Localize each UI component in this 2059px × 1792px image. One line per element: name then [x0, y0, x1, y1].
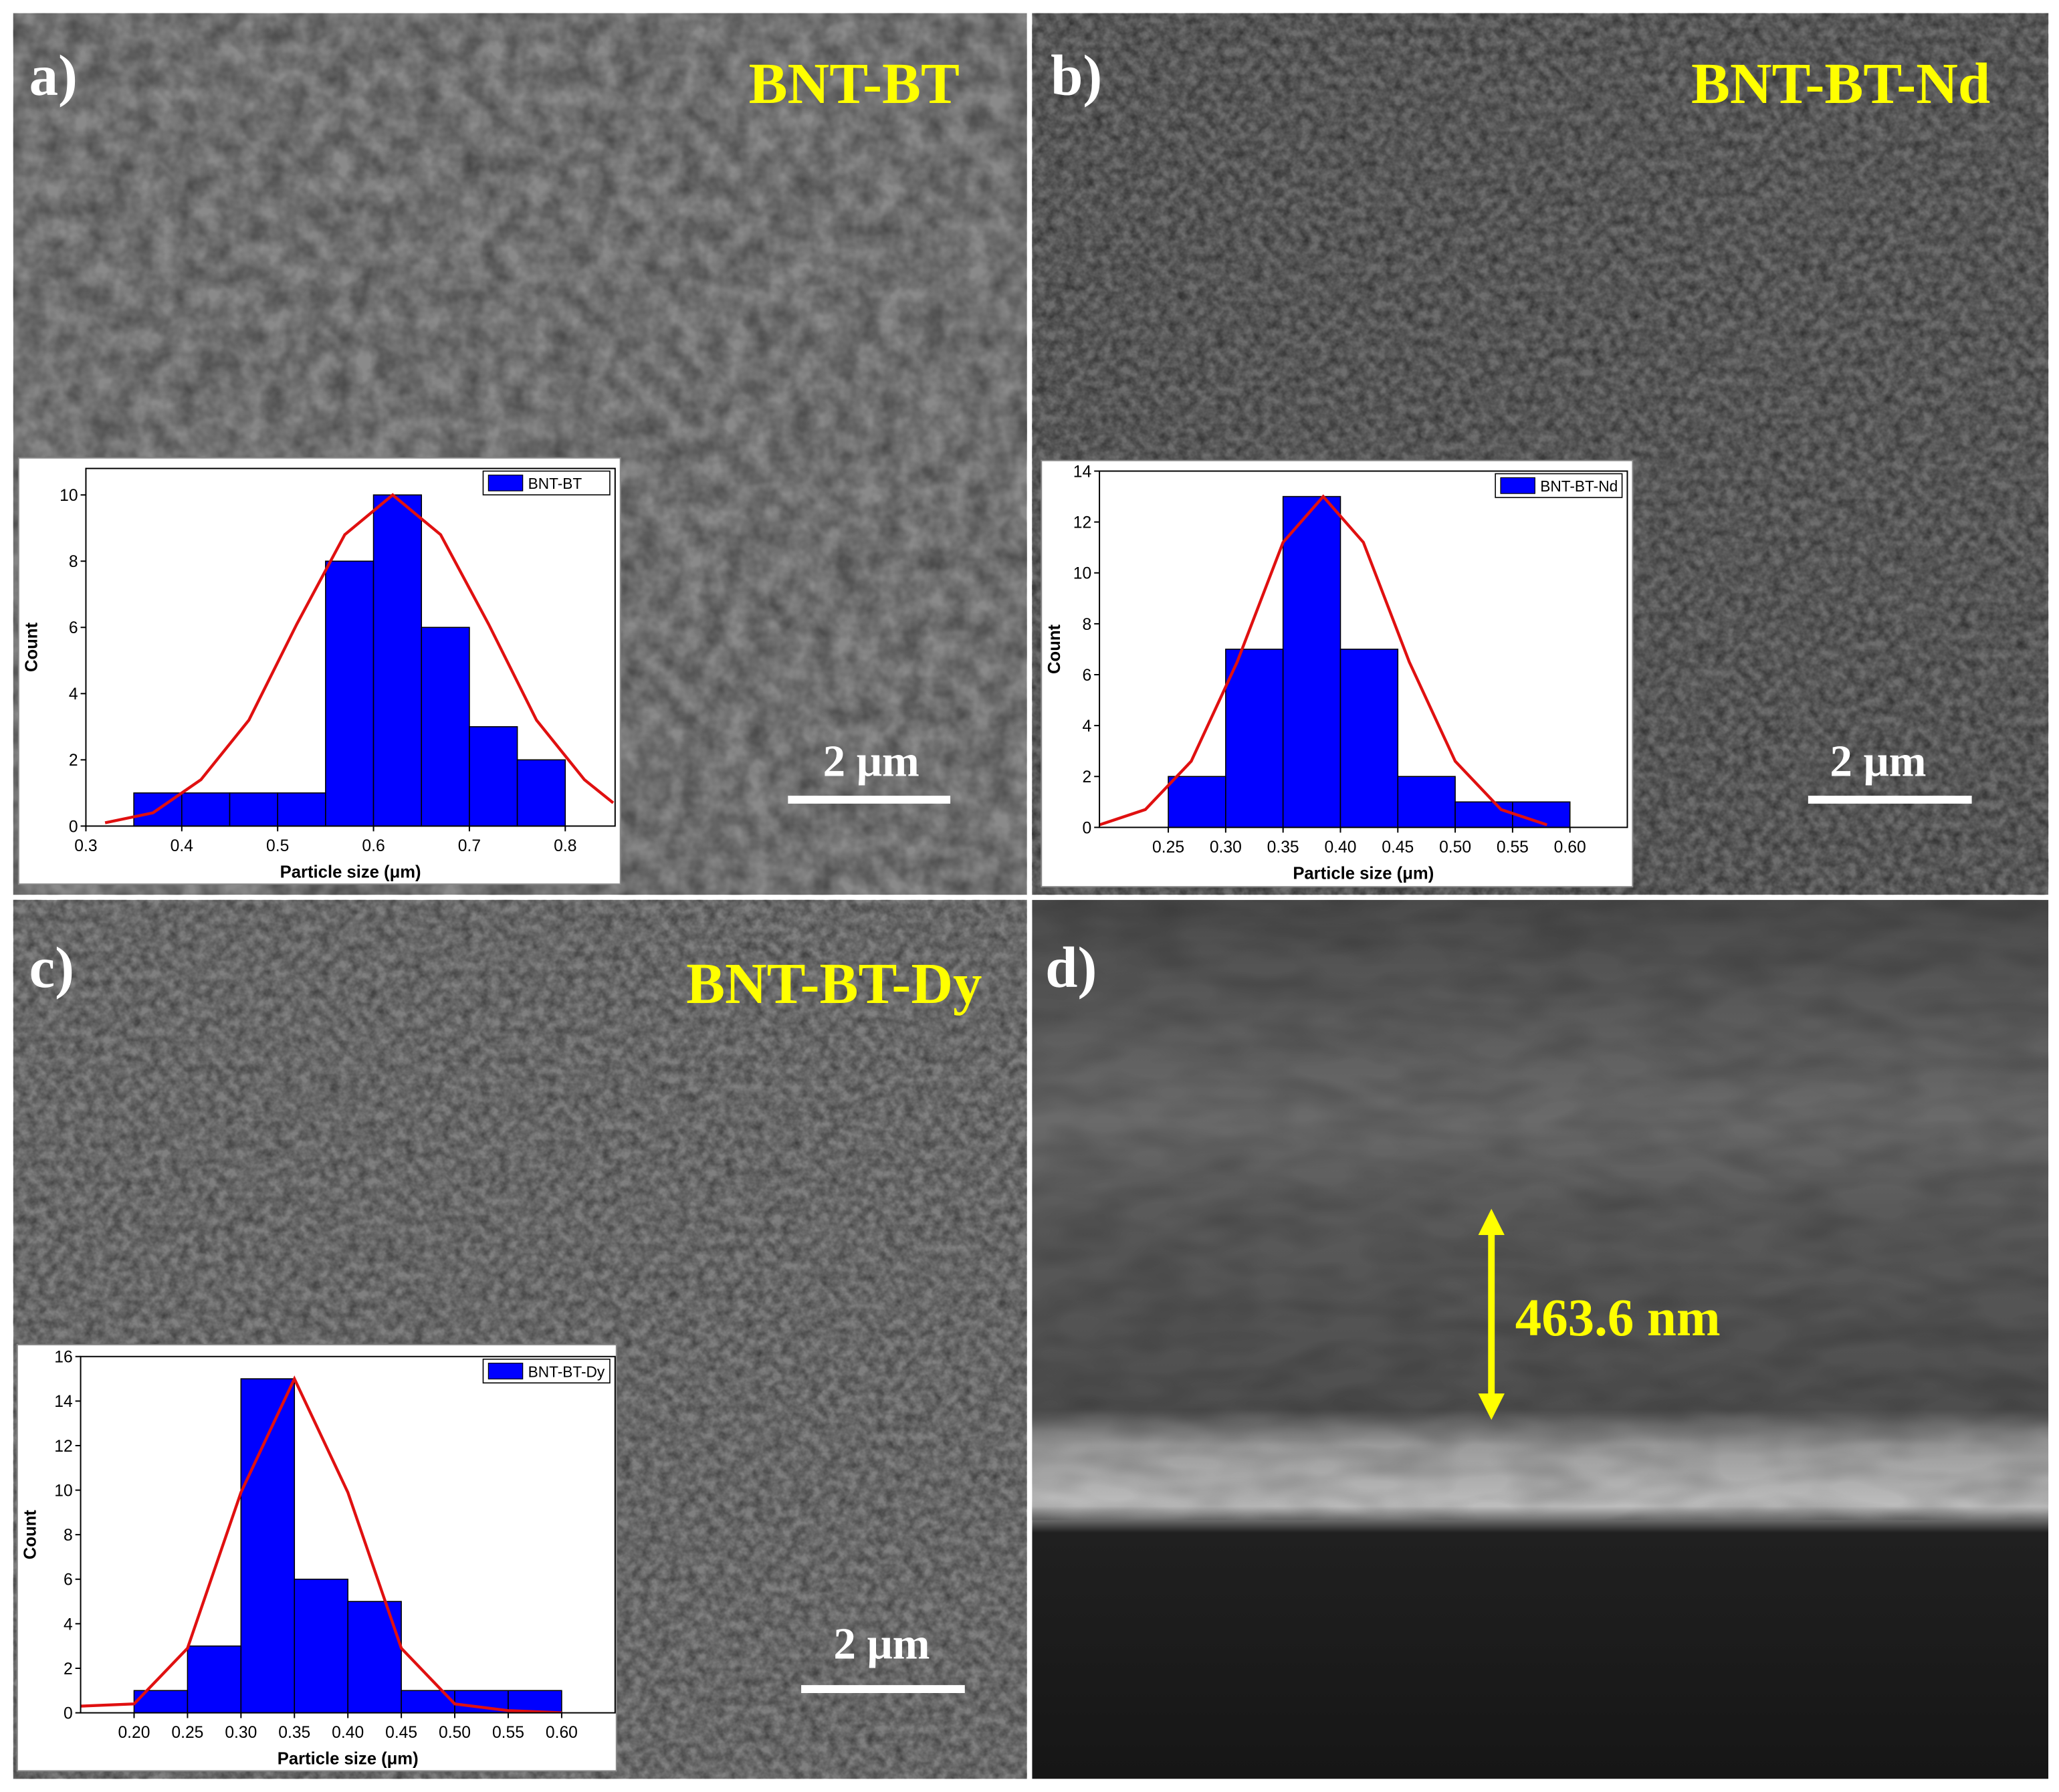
y-tick-label: 12 — [54, 1438, 72, 1456]
y-tick-label: 6 — [1083, 667, 1092, 685]
fit-curve — [80, 1375, 562, 1713]
panel-title: BNT-BT-Nd — [1691, 51, 1990, 116]
bar — [469, 726, 518, 827]
y-axis-title: Count — [22, 623, 41, 673]
y-tick-label: 16 — [54, 1349, 72, 1367]
bar — [1339, 649, 1399, 828]
x-tick-label: 0.30 — [225, 1724, 257, 1742]
y-tick-label: 12 — [1073, 514, 1091, 532]
legend-swatch — [1500, 477, 1535, 494]
bar — [347, 1601, 402, 1714]
bar — [1397, 776, 1456, 828]
y-tick-label: 8 — [69, 553, 78, 571]
x-tick-label: 0.40 — [1324, 838, 1356, 857]
panel-label: a) — [29, 43, 78, 108]
histogram-inset: 0.20 0.25 0.30 0.35 0.40 0.45 0.50 0.55 0.60 0 2 4 6… — [16, 1344, 617, 1772]
bar — [229, 792, 278, 827]
x-tick-label: 0.60 — [546, 1724, 578, 1742]
thickness-label: 463.6 nm — [1515, 1289, 1721, 1347]
x-tick-label: 0.45 — [385, 1724, 417, 1742]
fit-curve — [1099, 494, 1548, 826]
y-tick-label: 6 — [69, 619, 78, 637]
y-tick-label: 8 — [64, 1527, 73, 1545]
x-tick-label: 0.25 — [171, 1724, 203, 1742]
x-tick-label: 0.6 — [362, 837, 385, 855]
x-tick-label: 0.60 — [1554, 838, 1586, 857]
y-axis-title: Count — [1045, 624, 1064, 674]
bar — [1512, 801, 1571, 828]
x-tick-label: 0.8 — [554, 837, 576, 855]
x-axis-title: Particle size (μm) — [280, 863, 421, 881]
y-tick-label: 4 — [1083, 717, 1092, 736]
y-tick-label: 8 — [1083, 616, 1092, 634]
y-tick-label: 6 — [64, 1571, 73, 1589]
fit-curve — [104, 493, 615, 824]
bar — [187, 1645, 242, 1714]
x-tick-label: 0.4 — [171, 837, 193, 855]
x-tick-label: 0.40 — [332, 1724, 364, 1742]
y-tick-label: 10 — [1073, 565, 1091, 583]
scale-bar-label: 2 μm — [1830, 736, 1926, 786]
x-tick-label: 0.3 — [74, 837, 97, 855]
legend-swatch — [487, 1363, 524, 1379]
panel-title: BNT-BT — [749, 51, 960, 116]
scale-bar-label: 2 μm — [833, 1619, 930, 1669]
y-tick-label: 4 — [69, 685, 78, 703]
x-tick-label: 0.20 — [118, 1724, 150, 1742]
panel-title: BNT-BT-Dy — [686, 951, 982, 1016]
y-tick-label: 2 — [1083, 768, 1092, 786]
y-tick-label: 2 — [64, 1660, 73, 1678]
plot-frame — [1099, 470, 1628, 828]
legend-label: BNT-BT-Dy — [528, 1363, 605, 1380]
x-tick-label: 0.35 — [1267, 838, 1299, 857]
insets: 0.3 0.4 0.5 0.6 0.7 0.8 0 2 4 6 8 10 Particle size (… — [16, 457, 1634, 1772]
x-tick-label: 0.55 — [1497, 838, 1529, 857]
bar — [240, 1378, 296, 1714]
bar — [1282, 495, 1341, 828]
bar — [421, 627, 470, 827]
x-tick-label: 0.50 — [1439, 838, 1471, 857]
legend-swatch — [487, 474, 524, 491]
y-tick-label: 0 — [64, 1704, 73, 1722]
y-tick-label: 0 — [1083, 819, 1092, 837]
x-tick-label: 0.35 — [278, 1724, 310, 1742]
x-tick-label: 0.55 — [492, 1724, 524, 1742]
x-tick-label: 0.7 — [458, 837, 481, 855]
legend-label: BNT-BT-Nd — [1540, 477, 1618, 495]
y-tick-label: 2 — [69, 752, 78, 770]
panel-label: c) — [29, 935, 74, 1000]
x-tick-label: 0.25 — [1152, 838, 1184, 857]
bar — [277, 792, 326, 827]
histogram-inset: 0.3 0.4 0.5 0.6 0.7 0.8 0 2 4 6 8 10 Particle size (… — [17, 457, 621, 885]
y-axis-title: Count — [21, 1510, 39, 1560]
scale-bar-label: 2 μm — [823, 736, 919, 786]
y-tick-label: 14 — [1073, 463, 1091, 481]
x-tick-label: 0.5 — [266, 837, 289, 855]
x-tick-label: 0.30 — [1210, 838, 1242, 857]
y-tick-label: 4 — [64, 1615, 73, 1634]
y-tick-label: 10 — [60, 487, 78, 505]
y-tick-label: 14 — [54, 1393, 72, 1411]
y-tick-label: 10 — [54, 1482, 72, 1500]
bar — [1225, 649, 1284, 828]
bar — [1454, 801, 1513, 828]
x-axis-title: Particle size (μm) — [1293, 864, 1434, 883]
y-tick-label: 0 — [69, 818, 78, 836]
panel-d — [1032, 899, 2049, 1779]
panel-label: d) — [1045, 935, 1097, 1000]
x-tick-label: 0.50 — [439, 1724, 471, 1742]
bar — [1168, 776, 1226, 828]
x-tick-label: 0.45 — [1382, 838, 1414, 857]
bar — [325, 560, 374, 827]
x-axis-title: Particle size (μm) — [278, 1750, 419, 1769]
bar — [516, 759, 566, 827]
panel-label: b) — [1051, 43, 1102, 108]
bar — [181, 792, 231, 827]
plot-frame — [85, 467, 616, 827]
bar — [372, 494, 423, 827]
histogram-inset: 0.25 0.30 0.35 0.40 0.45 0.50 0.55 0.60 0 2 4 6 8 10 1… — [1041, 459, 1634, 888]
bar — [294, 1578, 348, 1714]
legend-label: BNT-BT — [528, 475, 582, 492]
